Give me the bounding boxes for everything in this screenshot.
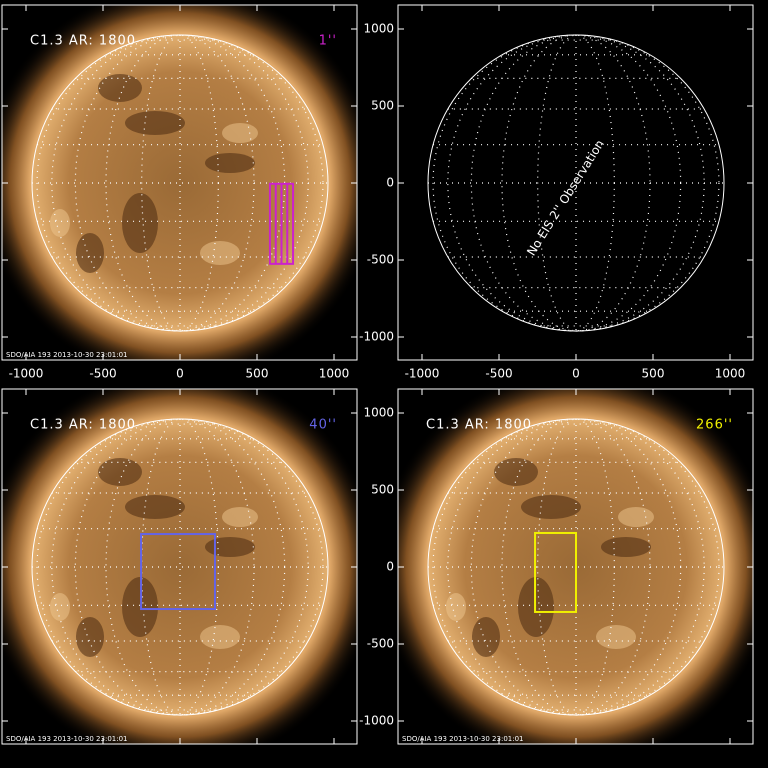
longitude-line: [105, 34, 255, 332]
plot-area: [2, 389, 357, 744]
dark-region: [76, 233, 104, 273]
y-tick-label: 0: [386, 560, 394, 574]
dark-region: [122, 193, 158, 253]
longitude-line: [141, 34, 219, 332]
bright-region: [222, 507, 258, 527]
dark-region: [125, 111, 185, 135]
y-tick-label: -500: [367, 637, 394, 651]
longitude-line: [470, 418, 682, 716]
panel: -1000 -500 0 500 1000 C1.3 AR: 1800 266'' SDO/A…: [359, 388, 754, 745]
dark-region: [76, 617, 104, 657]
bright-region: [50, 593, 70, 621]
eis-box: [534, 531, 578, 613]
note: No EIS 2'' Observation: [524, 137, 607, 258]
width-label: 1'': [319, 34, 337, 49]
x-tick-label: -500: [485, 367, 512, 381]
x-tick-label: -1000: [9, 367, 44, 381]
dark-region: [98, 74, 142, 102]
bright-region: [200, 625, 240, 649]
longitude-line: [447, 34, 705, 332]
limb: [427, 418, 725, 716]
plot-area: [2, 5, 357, 360]
dark-region: [98, 458, 142, 486]
bright-region: [596, 625, 636, 649]
bright-region: [446, 593, 466, 621]
longitude-line: [501, 34, 651, 332]
eis-box: [140, 533, 216, 611]
footer: SDO/AIA 193 2013-10-30 23:01:01: [6, 351, 128, 359]
longitude-line: [105, 418, 255, 716]
limb: [427, 34, 725, 332]
dark-region: [125, 495, 185, 519]
y-tick-label: 1000: [363, 22, 394, 36]
longitude-line: [537, 34, 615, 332]
longitude-line: [51, 34, 309, 332]
y-tick-label: 0: [386, 176, 394, 190]
longitude-line: [470, 34, 682, 332]
dark-region: [472, 617, 500, 657]
solar-disk: [32, 419, 328, 715]
x-tick-label: -1000: [405, 367, 440, 381]
panel-label: C1.3 AR: 1800: [30, 418, 136, 433]
dark-region: [521, 495, 581, 519]
y-tick-label: 500: [371, 483, 394, 497]
limb: [31, 418, 329, 716]
dark-region: [601, 537, 651, 557]
panel: -1000 -500 0 500 1000 C1.3 AR: 1800 1'' SDO/AIA…: [1, 4, 358, 381]
bright-region: [50, 209, 70, 237]
plot-area: [427, 34, 725, 332]
longitude-line: [74, 418, 286, 716]
y-tick-label: 1000: [363, 406, 394, 420]
y-tick-label: -500: [367, 253, 394, 267]
y-tick-label: -1000: [359, 714, 394, 728]
dark-region: [205, 537, 255, 557]
x-tick-label: 0: [572, 367, 580, 381]
footer: SDO/AIA 193 2013-10-30 23:01:01: [402, 735, 524, 743]
bright-region: [618, 507, 654, 527]
longitude-line: [537, 418, 615, 716]
limb: [31, 34, 329, 332]
x-tick-label: 500: [642, 367, 665, 381]
footer: SDO/AIA 193 2013-10-30 23:01:01: [6, 735, 128, 743]
panel: C1.3 AR: 1800 40'' SDO/AIA 193 2013-10-30 …: [1, 388, 358, 745]
y-tick-label: 500: [371, 99, 394, 113]
panel: -1000 -500 0 500 1000 -1000 -500 0 500 1000 No EIS…: [359, 4, 754, 381]
bright-region: [222, 123, 258, 143]
panel-label: C1.3 AR: 1800: [30, 34, 136, 49]
dark-region: [122, 577, 158, 637]
x-tick-label: -500: [89, 367, 116, 381]
x-tick-label: 1000: [715, 367, 746, 381]
x-tick-label: 500: [246, 367, 269, 381]
x-tick-label: 1000: [319, 367, 350, 381]
dark-region: [205, 153, 255, 173]
x-tick-label: 0: [176, 367, 184, 381]
panel-label: C1.3 AR: 1800: [426, 418, 532, 433]
longitude-line: [51, 418, 309, 716]
longitude-line: [501, 418, 651, 716]
y-tick-label: -1000: [359, 330, 394, 344]
dark-region: [494, 458, 538, 486]
bright-region: [200, 241, 240, 265]
width-label: 266'': [696, 418, 733, 433]
width-label: 40'': [309, 418, 337, 433]
longitude-line: [447, 418, 705, 716]
